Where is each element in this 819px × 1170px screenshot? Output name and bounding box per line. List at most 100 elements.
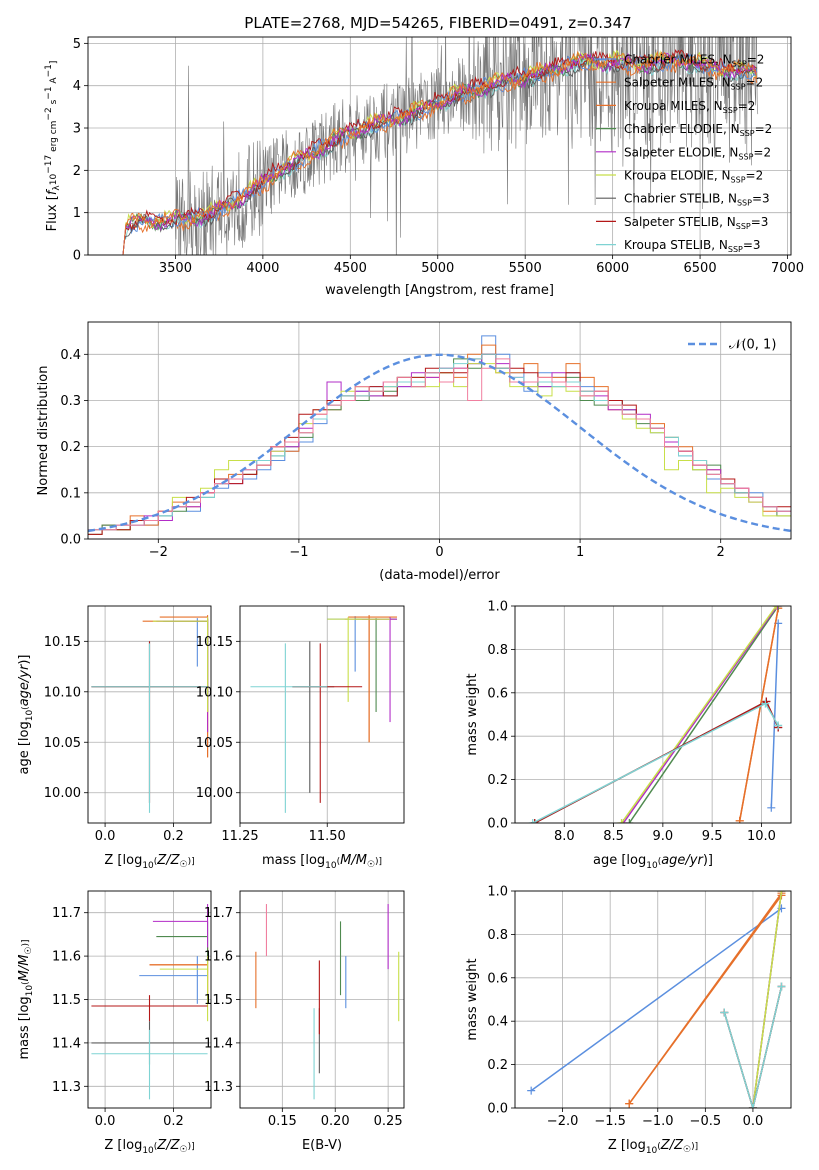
axes: 0.0 0.211.311.411.511.611.7Z [log10(Z/Z☉)… [17,890,212,1156]
histogram-series [88,358,791,531]
label-part: M/M [17,955,32,982]
label-part: )] [17,654,32,664]
y-tick-label: 11.7 [52,906,81,921]
x-tick-label: 1 [576,545,584,560]
label-part: ☉ [180,1145,188,1155]
label-part: f [45,188,60,195]
legend-label: Chabrier STELIB, NSSP=3 [624,192,770,208]
x-tick-label: 5000 [421,261,454,276]
weight-line [738,608,779,821]
y-tick-label: 10.15 [196,635,233,650]
label-part: Z [log [608,1138,646,1153]
y-tick-label: 0.0 [60,533,81,548]
x-tick-label: 11.25 [221,829,258,844]
label-part: Z [log [104,1138,142,1153]
axes-frame [87,890,212,1109]
y-tick-label: 11.3 [52,1080,81,1095]
y-tick-label: 10.10 [196,685,233,700]
weight-marker [748,1104,757,1108]
label-part: ( [21,706,31,710]
y-axis-label: Normed distribution [36,366,51,496]
legend-text: Kroupa STELIB, N [624,238,728,252]
x-tick-label: 0.20 [321,1114,350,1129]
y-tick-label: 0.8 [487,928,508,943]
y-tick-label: 0.4 [487,730,508,745]
y-tick-label: 1 [73,206,81,221]
label-part: −2 [44,107,54,120]
label-part: ( [154,857,158,867]
x-axis-label: mass [log10(M/M☉)] [262,853,382,871]
label-part: ☉ [24,946,34,954]
y-tick-label: 0.3 [60,394,81,409]
weight-marker [761,699,770,708]
weight-marker [527,1086,536,1095]
x-tick-label: −2.0 [547,1114,579,1129]
legend-tail: =3 [743,238,761,252]
legend-sub: SSP [731,83,746,92]
axes-frame [239,890,405,1109]
y-tick-label: 0.2 [60,440,81,455]
grid [239,606,404,823]
x-tick-label: −1 [289,545,308,560]
label-part: )] [691,1142,698,1152]
x-tick-label: 0.0 [95,1114,116,1129]
y-tick-label: 1.0 [487,885,508,900]
label-part: −17 [44,155,54,174]
legend-tail: =2 [746,169,764,183]
legend-label: Kroupa ELODIE, NSSP=2 [624,169,763,185]
x-axis-label: Z [log10(Z/Z☉)] [104,1138,194,1156]
weight-marker [530,819,539,823]
label-part: age/yr [661,853,704,868]
label-part: mass [log [262,853,325,868]
label-part: M/M [340,853,367,868]
panel-massweight_vs_Z: −2.0 −1.5 −1.0 −0.5 0.0 0.0 0.2 0.4 0.6 0.8 1.0 Z [… [465,885,792,1156]
panel-residuals: −2 −1 0 1 2 0.0 0.1 0.2 0.3 0.4 (data-model)/error… [36,321,792,583]
weight-line [622,606,778,823]
weight-marker [528,819,537,823]
y-tick-label: 3 [73,122,81,137]
y-tick-label: 11.7 [204,906,233,921]
x-tick-label: 4500 [334,261,367,276]
label-part: )] [21,939,31,946]
weight-line [620,606,777,823]
legend-tail: =2 [747,53,765,67]
legend-label: Kroupa STELIB, NSSP=3 [624,238,761,254]
y-tick-label: 10.05 [44,736,81,751]
plot-area [122,37,759,255]
y-tick-label: 10.10 [44,685,81,700]
legend-sub: SSP [736,222,751,231]
axes: 3500 4000 4500 5000 5500 6000 6500 7000 0 1 2 3 4 5 wa… [44,36,804,298]
y-tick-label: 11.5 [204,993,233,1008]
x-tick-label: 4000 [246,261,279,276]
y-axis-label: age [log10(age/yr)] [17,654,35,774]
weight-marker [777,891,786,895]
weight-line [628,892,783,1105]
plot-area [91,615,209,813]
panel-age_vs_mass: 11.25 11.50 10.00 10.05 10.10 10.15 mass [log1… [196,605,405,871]
x-tick-label: −1.0 [642,1114,674,1129]
label-part: Z/Z [156,1138,180,1153]
weight-marker [625,819,634,823]
label-part: ( [21,981,31,985]
x-tick-label: 3500 [159,261,192,276]
y-tick-label: 10.15 [44,635,81,650]
legend-tail: =2 [753,145,771,159]
label-part: age/yr [17,663,32,706]
y-tick-label: 0.2 [487,1058,508,1073]
x-tick-label: 11.50 [309,829,346,844]
legend-tail: =3 [752,192,770,206]
label-part: age [log [593,853,646,868]
y-tick-label: 5 [73,37,81,52]
y-axis-label: mass weight [465,673,480,755]
y-tick-label: 11.4 [204,1036,233,1051]
legend-text: Chabrier MILES, N [624,53,732,67]
weight-marker [774,721,783,730]
x-tick-label: 2 [717,545,725,560]
x-tick-label: −1.5 [594,1114,626,1129]
y-tick-label: 10.05 [196,736,233,751]
y-tick-label: 0.6 [487,971,508,986]
label-part: ☉ [683,1145,691,1155]
weight-marker [772,606,781,610]
y-tick-label: 4 [73,79,81,94]
